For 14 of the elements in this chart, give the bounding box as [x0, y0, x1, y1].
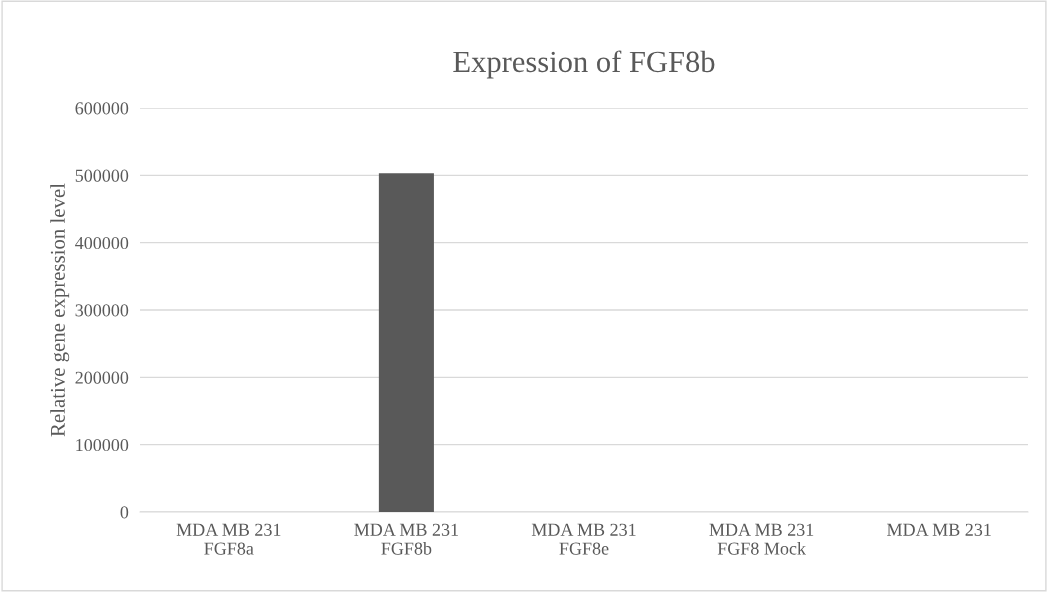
x-tick-label: MDA MB 231 FGF8e	[531, 523, 636, 555]
chart-title: Expression of FGF8b	[453, 50, 715, 79]
y-tick-label: 500000	[75, 169, 129, 182]
y-tick-label: 400000	[75, 236, 129, 250]
x-tick-label: MDA MB 231	[887, 523, 991, 536]
x-tick-label: MDA MB 231 FGF8 Mock	[709, 523, 814, 555]
y-tick-label: 600000	[75, 102, 129, 115]
y-tick-label: 300000	[75, 304, 129, 317]
y-tick-label: 0	[120, 506, 129, 519]
y-tick-label: 200000	[75, 371, 129, 384]
x-tick-label: MDA MB 231 FGF8b	[354, 523, 458, 555]
y-axis-title: Relative gene expression level	[50, 183, 70, 437]
y-tick-label: 100000	[76, 438, 129, 452]
x-tick-label: MDA MB 231 FGF8a	[176, 523, 281, 555]
